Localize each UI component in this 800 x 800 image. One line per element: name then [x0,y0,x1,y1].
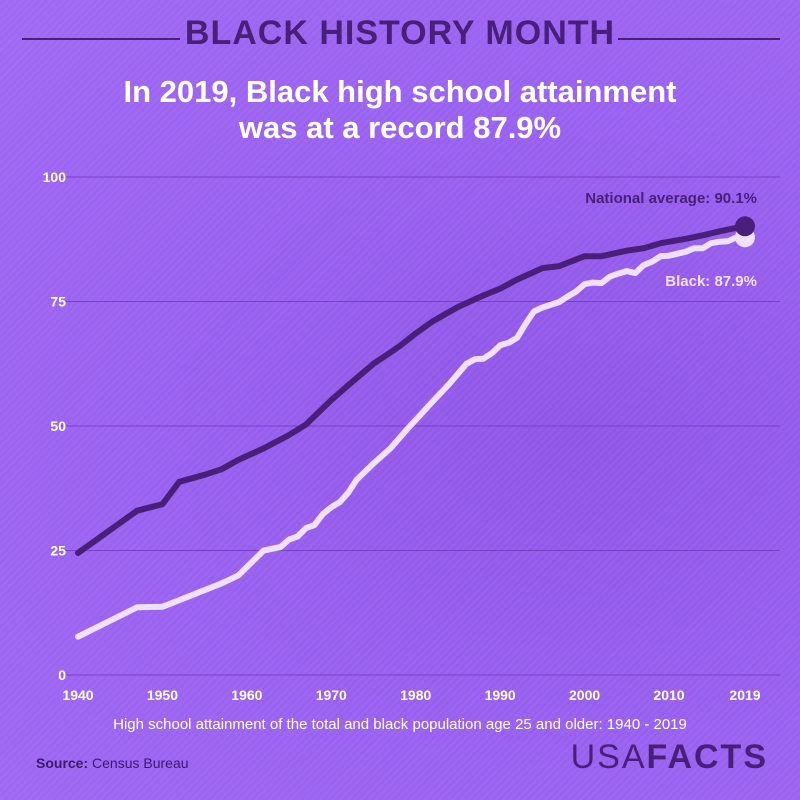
x-tick-label: 1980 [400,687,431,703]
x-tick-label: 1960 [231,687,262,703]
end-markers [735,216,755,248]
x-tick-label: 2010 [653,687,684,703]
series-label-national: National average: 90.1% [585,190,757,207]
x-tick-label: 1940 [62,687,93,703]
series-lines [75,223,748,640]
series-label-black: Black: 87.9% [665,273,757,290]
header-rule-right [618,38,780,40]
header-rule-left [22,38,180,40]
source-label: Source: [36,755,89,771]
series-line-national [75,223,748,556]
x-tick-label: 1990 [485,687,516,703]
x-axis-ticks: 1940 1950 1960 1970 1980 1990 2000 2010 2019 [62,687,760,703]
logo-part1: USA [570,738,647,776]
header-title: BLACK HISTORY MONTH [184,14,616,52]
logo-part2: FACTS [646,738,768,776]
headline-line1: In 2019, Black high school attainment [123,74,677,109]
x-tick-label: 1950 [147,687,178,703]
headline: In 2019, Black high school attainment wa… [0,74,800,146]
chart-caption: High school attainment of the total and … [113,716,687,733]
headline-line2: was at a record 87.9% [238,110,562,145]
source-value: Census Bureau [92,755,189,771]
source-note: Source: Census Bureau [36,755,189,771]
x-tick-label: 2000 [569,687,600,703]
y-axis-ticks: 0 25 50 75 100 [43,169,67,683]
gridlines [60,176,780,676]
y-tick-label: 50 [50,418,66,434]
y-tick-label: 0 [58,667,66,683]
y-tick-label: 100 [43,169,67,185]
y-tick-label: 25 [50,543,66,559]
series-line-black [75,234,748,640]
y-tick-label: 75 [50,294,66,310]
x-tick-label: 2019 [729,687,760,703]
x-tick-label: 1970 [316,687,347,703]
endpoint-marker-national [735,216,755,237]
usafacts-logo: USAFACTS [571,738,768,777]
